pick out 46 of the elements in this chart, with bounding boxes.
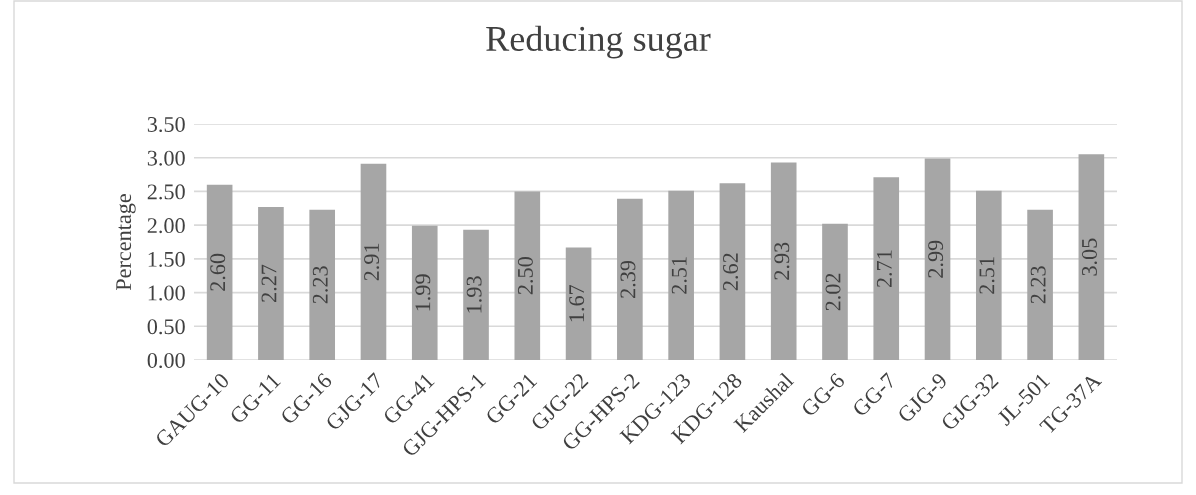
bar [565,247,592,360]
bar [1078,154,1105,360]
bar [411,225,438,360]
data-label: 2.91 [364,243,380,281]
y-tick-label: 0.50 [147,319,185,335]
bar [668,190,694,360]
bar [924,158,951,360]
data-label: 2.50 [517,257,533,295]
data-label: 1.99 [415,274,431,311]
data-label: 2.23 [1030,266,1046,304]
data-label: 2.60 [210,253,226,291]
data-label: 1.67 [569,284,585,322]
data-label: 2.27 [261,264,277,302]
bar [617,198,643,360]
data-label: 2.93 [774,242,790,280]
y-axis-title: Percentage [116,194,136,291]
bar [360,163,387,360]
y-tick-label: 1.50 [148,251,185,267]
bar [463,229,489,360]
bar [770,162,797,360]
bar [1027,209,1053,360]
bar [514,191,541,360]
data-label: 2.51 [979,257,995,294]
data-label: 2.51 [671,257,687,294]
bar [822,223,848,360]
bar [258,206,284,360]
data-label: 1.93 [466,276,482,313]
y-tick-label: 3.50 [147,116,185,133]
y-tick-label: 0.00 [147,352,185,369]
y-tick-label: 2.50 [147,184,185,200]
data-label: 3.05 [1081,238,1098,276]
data-label: 2.39 [620,260,636,298]
chart-title: Reducing sugar [486,25,711,59]
data-label: 2.23 [312,266,328,304]
data-label: 2.62 [723,253,739,291]
y-tick-label: 2.00 [147,218,185,234]
bar [719,183,746,360]
y-tick-label: 1.00 [148,285,185,301]
bar [975,190,1002,360]
data-label: 2.71 [876,250,892,288]
data-label: 2.99 [928,240,944,278]
bar [309,209,336,360]
data-label: 2.02 [825,273,841,311]
bar [873,177,900,360]
y-tick-label: 3.00 [147,150,185,166]
bar [206,184,233,360]
